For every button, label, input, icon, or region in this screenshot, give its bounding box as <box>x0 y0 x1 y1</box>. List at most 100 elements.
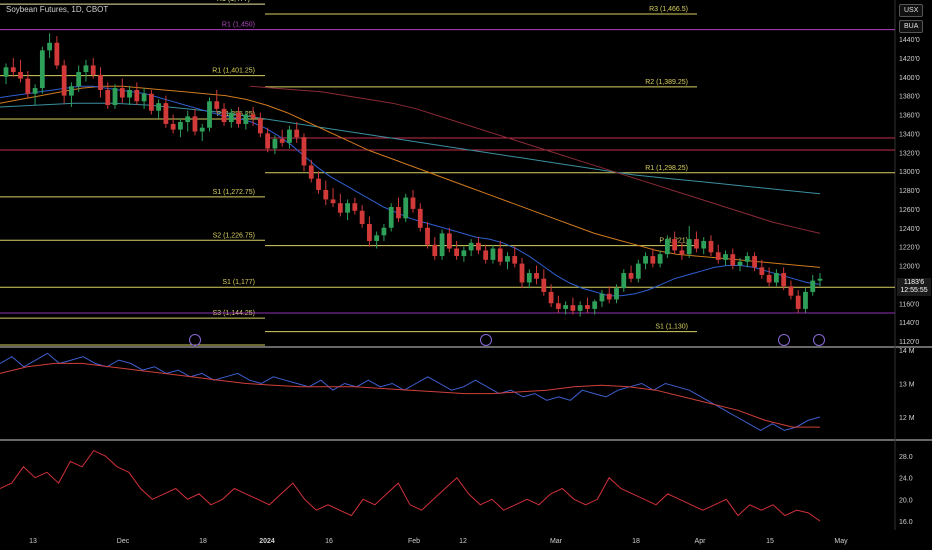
candle-body <box>621 273 627 289</box>
y-tick-label: 13 M <box>899 382 915 389</box>
candle-body <box>744 256 750 262</box>
candle-body <box>752 256 757 268</box>
event-marker-icon <box>189 334 201 346</box>
x-tick-label: 16 <box>325 538 333 545</box>
candle-body <box>672 239 678 251</box>
y-tick-label: 20.0 <box>899 497 913 504</box>
candle-body <box>643 256 648 264</box>
pivot-label: S1 (1,177) <box>222 279 255 286</box>
pivot-label: R1 (1,401.25) <box>212 68 255 75</box>
candle-body <box>781 273 787 287</box>
candle-body <box>490 248 496 260</box>
x-tick-label: 2024 <box>259 538 275 545</box>
candle-body <box>635 263 641 279</box>
candle-body <box>250 114 256 119</box>
chart-title: Soybean Futures, 1D, CBOT <box>6 5 109 14</box>
pivot-label: R1 (1,450) <box>222 22 255 29</box>
candle-body <box>701 240 707 249</box>
candle-body <box>90 65 96 75</box>
candle-body <box>228 112 234 123</box>
candle-body <box>461 250 467 257</box>
oscillator-line <box>0 449 821 522</box>
candle-body <box>279 139 285 143</box>
x-tick-label: May <box>834 538 848 545</box>
candle-body <box>694 239 699 249</box>
candle-body <box>337 203 343 213</box>
candle-body <box>439 233 445 257</box>
y-tick-label: 1360'0 <box>899 113 920 120</box>
volume-line <box>0 352 821 431</box>
pivot-label: S2 (1,226.75) <box>213 232 255 239</box>
candle-body <box>25 78 31 94</box>
candle-body <box>359 210 365 224</box>
candle-body <box>287 129 292 143</box>
ma-slow-line <box>249 85 821 234</box>
candle-body <box>381 227 387 236</box>
x-tick-label: 13 <box>29 538 37 545</box>
last-price: 1183'6 <box>903 279 925 286</box>
candle-body <box>417 208 423 228</box>
unit-badge[interactable]: BUA <box>899 20 924 33</box>
y-tick-label: 1120'0 <box>899 339 919 346</box>
y-tick-label: 1300'0 <box>899 169 920 176</box>
candle-body <box>345 203 350 213</box>
candle-body <box>759 267 765 275</box>
event-marker-icon <box>813 334 825 346</box>
ma-fast-line <box>0 85 821 297</box>
candle-body <box>272 139 278 149</box>
candle-body <box>715 252 721 260</box>
candle-body <box>555 303 561 309</box>
candle-body <box>388 206 394 228</box>
candle-body <box>599 293 605 302</box>
candle-body <box>788 286 794 296</box>
candle-body <box>773 273 779 283</box>
price-box: 1183'6 12:55:55 <box>897 278 931 296</box>
pivot-label: R2 (1,389.25) <box>645 79 688 86</box>
candle-body <box>686 239 692 255</box>
candle-body <box>483 250 489 260</box>
candle-body <box>468 242 474 251</box>
candle-body <box>505 256 510 262</box>
candle-body <box>105 89 111 106</box>
candle-body <box>526 273 532 283</box>
candle-body <box>432 244 438 257</box>
candle-body <box>192 116 198 132</box>
candle-body <box>352 203 358 211</box>
candle-body <box>3 67 9 77</box>
event-marker-icon <box>778 334 790 346</box>
y-tick-label: 14 M <box>899 348 915 355</box>
candle-body <box>592 301 598 309</box>
candle-body <box>664 239 670 255</box>
candle-body <box>795 295 801 309</box>
candle-body <box>141 93 147 102</box>
y-tick-label: 1420'0 <box>899 56 920 63</box>
candle-body <box>679 250 685 255</box>
candle-body <box>301 137 307 166</box>
candle-body <box>497 248 503 262</box>
pivot-label: S3 (1,144.25) <box>213 310 255 317</box>
candle-body <box>585 305 590 309</box>
candle-body <box>39 50 45 89</box>
candle-body <box>61 65 67 96</box>
x-tick-label: 18 <box>632 538 640 545</box>
candle-body <box>730 254 736 266</box>
y-tick-label: 1220'0 <box>899 245 920 252</box>
candle-body <box>766 274 772 283</box>
candle-body <box>446 233 452 249</box>
y-tick-label: 1260'0 <box>899 207 920 214</box>
candle-body <box>563 305 569 309</box>
candle-body <box>606 293 612 300</box>
candle-body <box>614 288 619 300</box>
y-tick-label: 1200'0 <box>899 264 920 271</box>
candle-body <box>737 261 743 266</box>
x-tick-label: Apr <box>695 538 707 545</box>
candle-body <box>541 278 547 292</box>
x-tick-label: 12 <box>459 538 467 545</box>
volume-ma-line <box>0 362 820 428</box>
candle-body <box>323 190 329 200</box>
currency-badge[interactable]: USX <box>899 4 924 17</box>
candle-body <box>454 248 460 257</box>
candle-body <box>374 235 380 241</box>
candle-body <box>628 273 634 279</box>
